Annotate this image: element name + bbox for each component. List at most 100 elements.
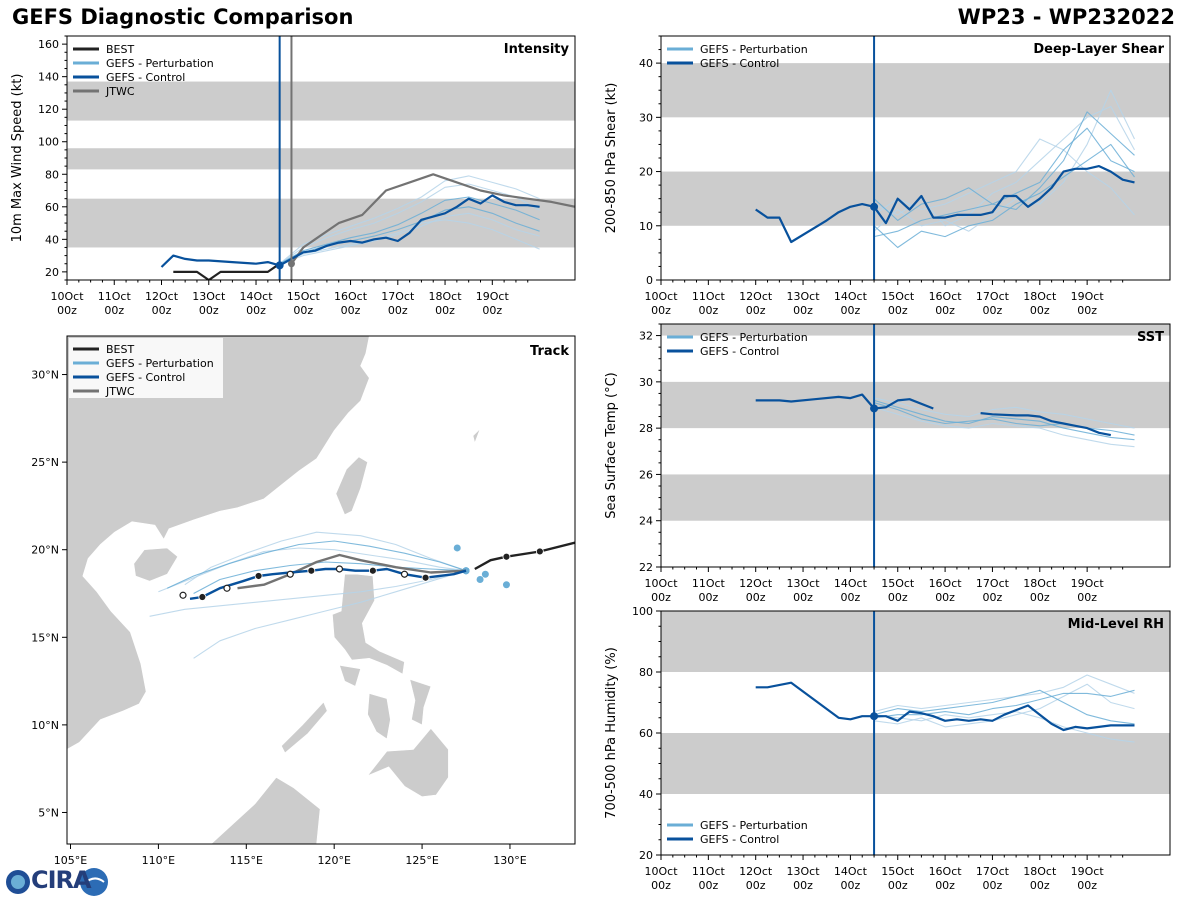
track-start-marker [462,567,470,575]
land-taiwan [335,456,368,516]
y-tick-label: 28 [639,422,653,435]
shading-band [67,81,575,121]
land-mainland-asia [67,336,370,750]
x-tick-label: 13Oct [192,290,226,303]
x-tick-label: 00z [435,304,455,317]
legend-label: GEFS - Perturbation [106,357,214,370]
y-tick-label: 120 [38,103,59,116]
x-tick-label: 00z [888,304,908,317]
x-tick-label: 00z [1030,591,1050,604]
x-tick-label: 14Oct [834,290,868,303]
y-tick-label: 0 [646,274,653,287]
panel-title: SST [1137,330,1164,345]
y-tick-label: 20 [639,849,653,862]
y-tick-label: 20 [639,166,653,179]
x-tick-label: 12Oct [739,290,773,303]
y-tick-label: 20 [45,266,59,279]
perturbation-end-marker [502,581,510,589]
x-tick-label: 12Oct [739,577,773,590]
x-tick-label: 00z [341,304,361,317]
panel-title: Track [530,344,569,359]
y-tick-label: 40 [45,233,59,246]
y-axis-label: Sea Surface Temp (°C) [604,372,619,519]
y-tick-label: 160 [38,38,59,51]
series-line-gefs-perturbation [279,219,540,265]
x-tick-label: 19Oct [1071,290,1105,303]
cira-logo-icon [6,868,108,896]
y-tick-label: 60 [45,201,59,214]
lat-tick-label: 25°N [31,456,59,469]
track-position-marker [502,552,511,561]
x-tick-label: 00z [746,879,766,892]
x-tick-label: 00z [888,591,908,604]
legend-label: BEST [106,43,134,56]
x-tick-label: 00z [935,591,955,604]
legend-label: JTWC [105,385,135,398]
x-tick-label: 00z [651,879,671,892]
land-borneo [133,777,321,844]
series-group [755,674,1135,743]
y-tick-label: 40 [639,57,653,70]
series-line-gefs-perturbation [873,111,1135,221]
y-axis-label: 200-850 hPa Shear (kt) [604,83,619,234]
y-tick-label: 22 [639,561,653,574]
series-line-gefs-perturbation [279,196,540,265]
x-tick-label: 00z [793,879,813,892]
series-line-jtwc [290,173,575,265]
y-tick-label: 26 [639,468,653,481]
x-tick-label: 00z [698,879,718,892]
init-marker [870,404,879,413]
x-tick-label: 19Oct [476,290,510,303]
legend-label: GEFS - Control [106,371,185,384]
shading-band [661,324,1170,336]
x-tick-label: 17Oct [976,865,1010,878]
x-tick-label: 00z [199,304,219,317]
land-samar-leyte [409,678,432,726]
x-tick-label: 00z [935,304,955,317]
series-line-gefs-perturbation [873,138,1135,216]
sst-panel: 22242628303210Oct00z11Oct00z12Oct00z13Oc… [604,323,1171,604]
panel-title: Intensity [504,42,570,57]
legend-label: GEFS - Control [700,57,779,70]
x-tick-label: 17Oct [976,290,1010,303]
x-tick-label: 00z [104,304,124,317]
perturbation-end-marker [476,575,484,583]
y-tick-label: 30 [639,111,653,124]
land-hainan [133,547,179,582]
title-bg [523,340,571,360]
land-japan [472,428,481,444]
x-tick-label: 00z [841,304,861,317]
x-tick-label: 15Oct [881,577,915,590]
y-tick-label: 80 [639,666,653,679]
track-line-gefs-perturbation [149,570,467,617]
x-tick-label: 17Oct [976,577,1010,590]
perturbation-end-marker [453,544,461,552]
series-line-gefs-control [755,681,1135,732]
x-tick-label: 00z [293,304,313,317]
x-tick-label: 10Oct [644,577,678,590]
legend-label: GEFS - Perturbation [700,43,808,56]
y-tick-label: 60 [639,727,653,740]
y-tick-label: 100 [632,605,653,618]
lat-tick-label: 10°N [31,719,59,732]
lat-tick-label: 30°N [31,369,59,382]
y-tick-label: 24 [639,515,653,528]
x-tick-label: 13Oct [787,865,821,878]
series-line-gefs-perturbation [279,183,540,265]
legend-label: GEFS - Control [700,345,779,358]
track-open-marker [400,570,409,578]
init-marker [870,202,879,211]
x-tick-label: 00z [1077,879,1097,892]
y-tick-label: 140 [38,71,59,84]
track-position-marker [421,573,430,582]
track-line-gefs-perturbation [184,531,467,586]
series-line-gefs-control [755,165,1135,244]
land-luzon [332,573,405,675]
lat-tick-label: 20°N [31,544,59,557]
shading-band [67,148,575,170]
land-panay-negros [367,693,391,740]
x-tick-label: 15Oct [881,865,915,878]
x-tick-label: 00z [983,879,1003,892]
legend-label: GEFS - Perturbation [700,331,808,344]
track-position-marker [254,572,263,580]
